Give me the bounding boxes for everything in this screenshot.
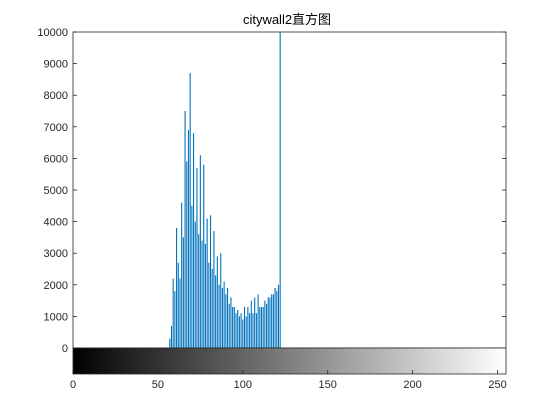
y-tick-label: 0 bbox=[62, 343, 68, 355]
y-tick-label: 8000 bbox=[44, 90, 68, 102]
plot-area bbox=[73, 32, 506, 348]
x-tick-label: 150 bbox=[319, 379, 337, 391]
y-tick-label: 3000 bbox=[44, 248, 68, 260]
chart-title: citywall2直方图 bbox=[243, 12, 331, 27]
x-tick-label: 100 bbox=[234, 379, 252, 391]
y-tick-label: 7000 bbox=[44, 122, 68, 134]
y-tick-label: 9000 bbox=[44, 59, 68, 71]
x-tick-label: 0 bbox=[70, 379, 76, 391]
y-tick-label: 2000 bbox=[44, 280, 68, 292]
y-tick-label: 6000 bbox=[44, 153, 68, 165]
y-tick-label: 4000 bbox=[44, 217, 68, 229]
y-tick-label: 10000 bbox=[37, 27, 68, 39]
y-tick-label: 1000 bbox=[44, 311, 68, 323]
x-tick-label: 250 bbox=[488, 379, 506, 391]
x-tick-label: 200 bbox=[403, 379, 421, 391]
grayscale-colorbar bbox=[73, 348, 506, 374]
y-tick-label: 5000 bbox=[44, 185, 68, 197]
x-tick-label: 50 bbox=[152, 379, 164, 391]
